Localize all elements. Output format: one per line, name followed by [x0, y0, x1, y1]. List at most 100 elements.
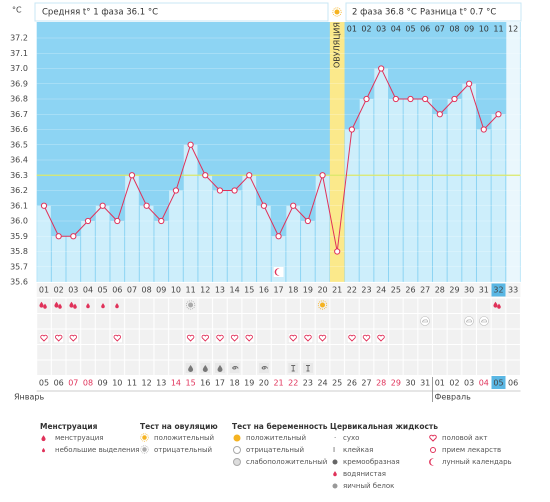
legend-icon: [233, 458, 241, 466]
temperature-point: [392, 95, 399, 103]
x-tick-label: 06: [112, 286, 122, 295]
legend-icon: [42, 448, 45, 453]
date-label: 16: [200, 379, 210, 388]
legend-icon: [41, 435, 46, 442]
y-tick-label: 35.7: [10, 262, 28, 271]
temperature-point: [378, 65, 385, 72]
x-tick-label: 26: [405, 286, 415, 295]
x-tick-label: 32: [493, 286, 503, 295]
legend-icon: [233, 446, 241, 454]
heart-icon: [215, 333, 225, 343]
legend-mark: ·: [334, 434, 336, 442]
legend-item: небольшие выделения: [55, 446, 140, 454]
x-tick-label: 01: [39, 286, 49, 295]
temperature-point: [480, 126, 487, 133]
temperature-bar: [286, 205, 301, 282]
x-tick-label: 12: [200, 286, 210, 295]
fluid-type-icon: [185, 363, 196, 373]
legend-item: отрицательный: [154, 446, 212, 454]
date-label: 02: [449, 379, 459, 388]
x-tick-label: 21: [332, 286, 342, 295]
y-tick-label: 36.8: [10, 95, 28, 104]
x-tick-label: 25: [391, 286, 401, 295]
x-tick-label: 13: [215, 286, 225, 295]
y-tick-label: 35.9: [10, 232, 28, 241]
x-tick-label: 11: [186, 286, 196, 295]
empty-column: [506, 22, 520, 282]
x-tick-label: 15: [244, 286, 254, 295]
fluid-icon: [464, 316, 474, 326]
temperature-bar: [315, 175, 330, 282]
phase2-day-label: 02: [361, 25, 371, 34]
date-label: 14: [171, 379, 181, 388]
y-axis-label: °C: [12, 6, 22, 15]
date-label: 21: [273, 379, 283, 388]
ovulation-label: ОВУЛЯЦИЯ: [333, 22, 342, 68]
temperature-point: [55, 233, 62, 240]
legend-icon: [140, 433, 149, 442]
phase2-day-label: 07: [435, 25, 445, 34]
date-label: 20: [259, 379, 269, 388]
y-tick-label: 36.1: [10, 201, 28, 210]
legend-item: положительный: [246, 434, 306, 442]
temperature-point: [304, 217, 311, 225]
y-tick-label: 37.1: [10, 49, 28, 58]
date-label: 09: [98, 379, 108, 388]
temperature-bar: [447, 99, 462, 282]
legend-item: яичный белок: [343, 482, 394, 490]
temperature-bar: [154, 221, 169, 282]
fluid-type-icon: [215, 363, 225, 373]
date-label: 11: [127, 379, 137, 388]
legend-icon: [233, 434, 241, 442]
month-label: Февраль: [434, 393, 471, 402]
phase2-day-label: 01: [347, 25, 357, 34]
temperature-bar: [183, 144, 198, 282]
legend-icon: [332, 483, 338, 489]
phase1-text: Средняя t° 1 фаза 36.1 °C: [42, 8, 158, 18]
phase1-box: [34, 2, 329, 22]
legend-title: Цервикальная жидкость: [330, 422, 438, 431]
x-tick-label: 03: [68, 286, 78, 295]
date-label: 10: [112, 379, 122, 388]
temperature-point: [70, 233, 77, 240]
legend-icon: [332, 459, 338, 465]
temperature-bar: [491, 114, 506, 282]
x-tick-label: 24: [376, 286, 386, 295]
date-label: 26: [347, 379, 357, 388]
temperature-point: [348, 126, 355, 133]
temperature-bar: [462, 83, 476, 282]
temperature-point: [114, 217, 121, 225]
heart-icon: [53, 333, 64, 343]
x-tick-label: 33: [508, 286, 518, 295]
date-label: 28: [376, 379, 386, 388]
fluid-icon: [420, 316, 430, 326]
legend-item: слабоположительный: [246, 458, 327, 466]
date-label: 13: [156, 379, 166, 388]
month-label: Январь: [14, 393, 44, 402]
temperature-point: [128, 172, 136, 179]
heart-icon: [68, 333, 79, 343]
x-tick-label: 17: [273, 286, 283, 295]
heart-icon: [317, 333, 328, 343]
temperature-point: [407, 95, 414, 103]
date-label: 22: [288, 379, 298, 388]
fluid-type-icon: [303, 363, 313, 373]
temperature-point: [187, 141, 194, 148]
x-tick-label: 10: [171, 286, 181, 295]
sun-icon: [332, 7, 342, 17]
temperature-bar: [110, 221, 125, 282]
heart-icon: [39, 333, 49, 343]
x-tick-label: 27: [420, 286, 430, 295]
legend-item: лунный календарь: [442, 458, 512, 466]
date-label: 23: [303, 379, 313, 388]
y-tick-label: 36.3: [10, 171, 28, 180]
temperature-point: [143, 202, 150, 209]
x-tick-label: 07: [127, 286, 137, 295]
y-tick-label: 37.0: [10, 64, 28, 73]
y-tick-label: 36.0: [10, 217, 28, 226]
fluid-type-icon: [200, 363, 211, 373]
legend-item: кремообразная: [343, 458, 400, 466]
legend: Менструация менструация небольшие выделе…: [40, 422, 512, 490]
date-label: 06: [54, 379, 64, 388]
